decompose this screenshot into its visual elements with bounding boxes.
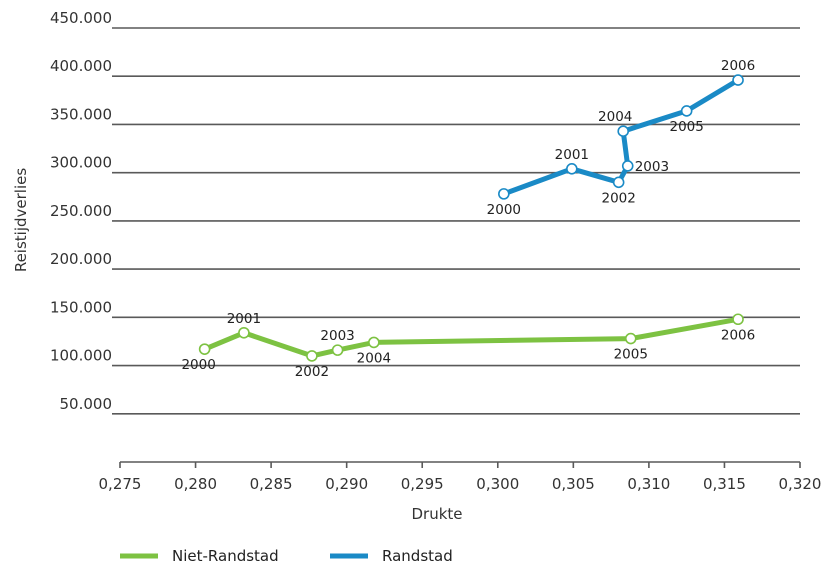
data-point-randstad-2002	[612, 176, 625, 189]
x-tick-label: 0,310	[627, 475, 670, 493]
data-point-randstad-2005	[680, 105, 693, 117]
point-label-randstad-2004: 2004	[598, 109, 632, 125]
point-label-randstad-2006: 2006	[721, 58, 755, 74]
y-tick-label: 400.000	[50, 57, 112, 75]
x-tick-label: 0,280	[174, 475, 217, 493]
point-label-randstad-2003: 2003	[635, 159, 669, 175]
legend-label-randstad: Randstad	[382, 547, 453, 565]
data-point-niet-randstad-2004	[368, 336, 380, 349]
point-label-randstad-2005: 2005	[669, 119, 703, 135]
y-tick-label: 300.000	[50, 154, 112, 172]
data-point-niet-randstad-2005	[624, 332, 637, 345]
series-line-niet-randstad	[202, 316, 741, 359]
x-tick-label: 0,315	[703, 475, 746, 493]
x-tick-label: 0,295	[401, 475, 444, 493]
data-point-niet-randstad-2002	[306, 350, 318, 362]
x-tick-label: 0,290	[325, 475, 368, 493]
y-tick-label: 350.000	[50, 105, 112, 123]
point-label-randstad-2001: 2001	[555, 147, 589, 163]
x-tick-label: 0,285	[250, 475, 293, 493]
data-point-niet-randstad-2001	[238, 326, 250, 339]
data-point-niet-randstad-2003	[331, 344, 344, 356]
legend-label-niet-randstad: Niet-Randstad	[172, 547, 279, 565]
data-point-niet-randstad-2000	[198, 343, 211, 355]
point-label-randstad-2002: 2002	[601, 190, 635, 206]
y-tick-label: 100.000	[50, 347, 112, 365]
series-line-randstad	[501, 77, 741, 197]
data-point-randstad-2006	[732, 74, 744, 86]
y-tick-label: 250.000	[50, 202, 112, 220]
y-tick-label: 50.000	[60, 395, 113, 413]
data-point-niet-randstad-2006	[732, 313, 744, 326]
point-label-randstad-2000: 2000	[487, 202, 521, 218]
y-tick-label: 200.000	[50, 250, 112, 268]
point-label-niet-randstad-2002: 2002	[295, 364, 329, 380]
data-point-randstad-2000	[498, 188, 510, 200]
y-axis-title: Reistijdverlies	[12, 168, 30, 273]
point-label-niet-randstad-2003: 2003	[320, 328, 354, 344]
x-tick-label: 0,320	[779, 475, 822, 493]
y-tick-label: 450.000	[50, 9, 112, 27]
y-tick-label: 150.000	[50, 298, 112, 316]
x-tick-label: 0,305	[552, 475, 595, 493]
gridlines	[112, 27, 800, 415]
data-point-randstad-2004	[617, 125, 630, 137]
legend: Niet-Randstad Randstad	[120, 547, 453, 565]
x-axis-title: Drukte	[411, 505, 462, 523]
point-label-niet-randstad-2001: 2001	[227, 311, 261, 327]
point-label-niet-randstad-2000: 2000	[181, 357, 215, 373]
point-label-niet-randstad-2006: 2006	[721, 327, 755, 343]
data-point-randstad-2001	[566, 163, 578, 175]
x-tick-label: 0,275	[99, 475, 142, 493]
x-axis: 0,275 0,280 0,285 0,290 0,295 0,300 0,305 0,310…	[99, 461, 822, 493]
x-tick-label: 0,300	[476, 475, 519, 493]
y-axis-tick-labels: 50.000 100.000 150.000 200.000 250.000 300.00…	[50, 9, 112, 413]
point-label-niet-randstad-2004: 2004	[357, 350, 391, 366]
data-point-randstad-2003	[621, 160, 634, 172]
point-label-niet-randstad-2005: 2005	[614, 347, 648, 363]
